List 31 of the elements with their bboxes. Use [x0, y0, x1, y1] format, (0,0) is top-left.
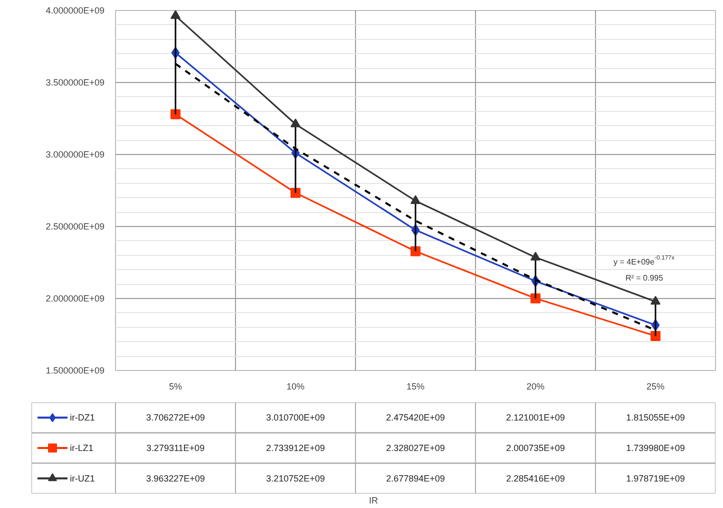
data-label: 3.010700E+09 — [266, 412, 325, 423]
y-tick-label: 2.500000E+09 — [46, 222, 105, 232]
data-label: 2.475420E+09 — [386, 412, 445, 423]
y-tick-label: 2.000000E+09 — [46, 294, 105, 304]
annotation: R² = 0.995 — [626, 274, 664, 282]
data-label: 2.000735E+09 — [506, 443, 565, 453]
data-label: 3.963227E+09 — [146, 473, 205, 484]
data-label: 1.978719E+09 — [626, 473, 685, 484]
y-tick-label: 1.500000E+09 — [46, 366, 105, 376]
data-label: 2.328027E+09 — [386, 443, 445, 453]
data-label: 2.121001E+09 — [506, 412, 565, 423]
legend-label: ir-LZ1 — [70, 443, 94, 453]
data-label: 1.739980E+09 — [626, 443, 685, 453]
legend-label: ir-UZ1 — [70, 473, 95, 484]
data-label: 2.733912E+09 — [266, 443, 325, 453]
data-label: 2.677894E+09 — [386, 473, 445, 484]
text: IR — [369, 496, 378, 506]
data-label: 2.285416E+09 — [506, 473, 565, 484]
y-tick-label: 3.000000E+09 — [46, 150, 105, 160]
data-label: 3.210752E+09 — [266, 473, 325, 484]
data-label: 1.815055E+09 — [626, 412, 685, 423]
data-label: 3.706272E+09 — [146, 412, 205, 423]
y-tick-label: 4.000000E+09 — [46, 6, 105, 16]
x-tick-label: 5% — [168, 382, 182, 392]
legend-label: ir-DZ1 — [70, 412, 95, 423]
x-tick-label: 10% — [286, 382, 305, 392]
x-tick-label: 25% — [646, 382, 665, 392]
x-tick-label: 15% — [406, 382, 425, 392]
x-tick-label: 20% — [526, 382, 545, 392]
y-tick-label: 3.500000E+09 — [46, 78, 105, 88]
data-label: 3.279311E+09 — [146, 443, 205, 453]
